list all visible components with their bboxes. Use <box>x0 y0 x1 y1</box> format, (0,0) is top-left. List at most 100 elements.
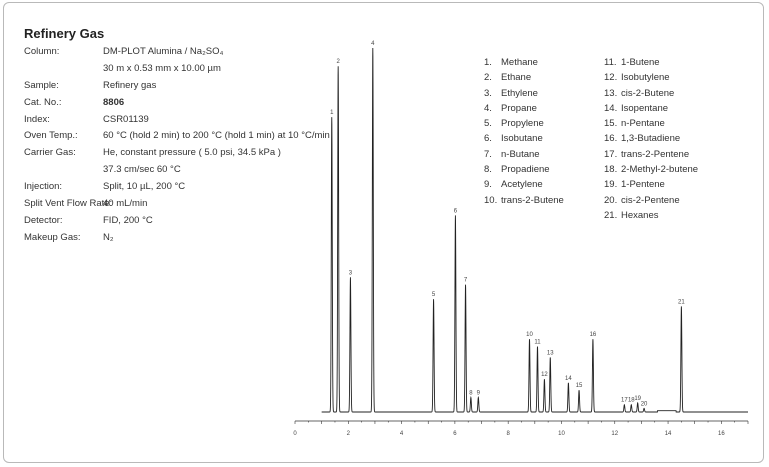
legend-number: 13. <box>604 87 618 99</box>
condition-label: Sample: <box>24 79 59 91</box>
legend-number: 20. <box>604 194 618 206</box>
legend-compound: 1,3-Butadiene <box>621 133 681 145</box>
peak-label: 13 <box>547 350 554 356</box>
peak-label: 14 <box>565 376 572 382</box>
condition-label: Column: <box>24 46 60 57</box>
legend-compound: Methane <box>501 57 538 68</box>
x-tick-label: 6 <box>453 431 457 437</box>
legend-item: 5. Propylene <box>484 116 564 131</box>
peak-label: 12 <box>541 372 548 378</box>
condition-value: CSR01139 <box>103 113 149 125</box>
legend-number: 1. <box>484 57 492 68</box>
legend-item: 14. Isopentane <box>604 101 698 116</box>
legend-item: 20. cis-2-Pentene <box>604 193 698 208</box>
legend-item: 11. 1-Butene <box>604 55 698 70</box>
x-tick-label: 8 <box>507 431 511 437</box>
legend-number: 6. <box>484 133 492 145</box>
x-tick-label: 14 <box>665 431 672 437</box>
condition-value: N₂ <box>103 231 114 243</box>
condition-value: Refinery gas <box>103 79 157 91</box>
legend-item: 9. Acetylene <box>484 177 564 192</box>
legend-compound: 1-Butene <box>621 57 660 68</box>
legend-compound: 1-Pentene <box>621 179 665 191</box>
legend-number: 12. <box>604 72 618 84</box>
condition-value: 37.3 cm/sec 60 °C <box>103 164 181 176</box>
condition-value: FID, 200 °C <box>103 214 153 226</box>
x-tick-label: 16 <box>718 431 725 437</box>
x-tick-label: 10 <box>558 431 565 437</box>
legend-compound: Ethane <box>501 72 532 84</box>
legend-compound: Hexanes <box>621 209 659 221</box>
condition-value: 30 m x 0.53 mm x 10.00 µm <box>103 62 221 74</box>
peak-label: 1 <box>330 110 334 116</box>
legend-item: 3. Ethylene <box>484 86 564 101</box>
peak-label: 10 <box>526 332 533 338</box>
peak-label: 17 <box>621 398 628 404</box>
legend-compound: Isopentane <box>621 102 669 114</box>
legend-compound: 2-Methyl-2-butene <box>621 164 699 176</box>
legend-number: 8. <box>484 164 492 176</box>
condition-label: Makeup Gas: <box>24 231 81 243</box>
peak-label: 16 <box>590 332 597 338</box>
legend-item: 6. Isobutane <box>484 131 564 146</box>
peak-label: 5 <box>432 292 436 298</box>
legend-number: 7. <box>484 148 492 160</box>
legend-item: 8. Propadiene <box>484 162 564 177</box>
peak-label: 21 <box>678 299 685 305</box>
legend-compound: Propane <box>501 102 537 114</box>
peak-label: 18 <box>628 398 635 404</box>
legend-number: 5. <box>484 118 492 130</box>
legend-item: 4. Propane <box>484 101 564 116</box>
peak-label: 6 <box>454 208 458 214</box>
x-tick-label: 4 <box>400 431 404 437</box>
peak-label: 20 <box>641 401 648 407</box>
condition-label: Cat. No.: <box>24 96 62 108</box>
condition-label: Injection: <box>24 181 63 193</box>
condition-value: 8806 <box>103 96 125 108</box>
legend-number: 14. <box>604 102 618 114</box>
legend-compound: Propadiene <box>501 164 550 176</box>
legend-number: 9. <box>484 179 492 191</box>
legend-number: 15. <box>604 118 618 130</box>
condition-label: Oven Temp.: <box>24 130 78 142</box>
peak-label: 11 <box>534 339 541 345</box>
legend-compound: cis-2-Butene <box>621 87 675 99</box>
legend-number: 18. <box>604 164 618 176</box>
legend-item: 10. trans-2-Butene <box>484 193 564 208</box>
legend-left: 1. Methane 2. Ethane 3. Ethylene 4. Propane 5. Pr… <box>484 55 564 208</box>
legend-compound: n-Pentane <box>621 118 665 130</box>
legend-item: 16. 1,3-Butadiene <box>604 131 698 146</box>
peak-label: 9 <box>477 390 481 396</box>
chart-frame <box>3 2 764 463</box>
legend-item: 7. n-Butane <box>484 147 564 162</box>
peak-label: 3 <box>349 270 353 276</box>
legend-item: 21. Hexanes <box>604 208 698 223</box>
legend-number: 10. <box>484 194 498 206</box>
peak-label: 7 <box>464 278 468 284</box>
condition-value: DM-PLOT Alumina / Na₂SO₄ <box>103 46 224 57</box>
legend-right: 11. 1-Butene 12. Isobutylene 13. cis-2-Butene… <box>604 55 698 223</box>
legend-number: 4. <box>484 102 492 114</box>
legend-compound: Acetylene <box>501 179 543 191</box>
legend-compound: Isobutylene <box>621 72 670 84</box>
condition-label: Split Vent Flow Rate: <box>24 198 113 210</box>
legend-compound: Propylene <box>501 118 544 130</box>
condition-value: 60 °C (hold 2 min) to 200 °C (hold 1 min… <box>103 130 330 142</box>
legend-number: 16. <box>604 133 618 145</box>
condition-value: Split, 10 µL, 200 °C <box>103 181 186 193</box>
x-tick-label: 0 <box>293 431 297 437</box>
legend-number: 11. <box>604 57 617 68</box>
condition-label: Carrier Gas: <box>24 147 76 159</box>
legend-number: 2. <box>484 72 492 84</box>
x-tick-label: 12 <box>611 431 618 437</box>
legend-item: 17. trans-2-Pentene <box>604 147 698 162</box>
legend-item: 12. Isobutylene <box>604 70 698 85</box>
legend-compound: Isobutane <box>501 133 543 145</box>
legend-compound: cis-2-Pentene <box>621 194 680 206</box>
legend-item: 1. Methane <box>484 55 564 70</box>
legend-item: 18. 2-Methyl-2-butene <box>604 162 698 177</box>
condition-label: Index: <box>24 113 50 125</box>
legend-compound: n-Butane <box>501 148 540 160</box>
legend-number: 21. <box>604 209 618 221</box>
